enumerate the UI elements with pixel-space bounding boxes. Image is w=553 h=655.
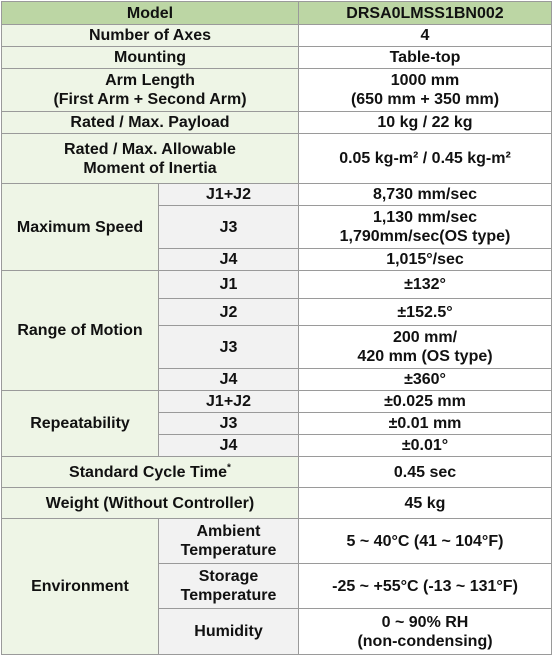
row-repeat-j1j2: Repeatability J1+J2 ±0.025 mm [1, 390, 552, 457]
value-inertia: 0.05 kg-m² / 0.45 kg-m² [298, 133, 552, 184]
label-repeatability: Repeatability [1, 390, 159, 457]
range-value: ±360° [298, 368, 552, 391]
repeat-axis: J3 [158, 412, 299, 435]
label-inertia: Rated / Max. Allowable Moment of Inertia [1, 133, 299, 184]
row-cycle-time: Standard Cycle Time* 0.45 sec [1, 456, 552, 488]
range-value: 200 mm/ 420 mm (OS type) [298, 325, 552, 369]
speed-axis: J1+J2 [158, 183, 299, 206]
value-number-of-axes: 4 [298, 24, 552, 47]
env-item-value: -25 ~ +55°C (-13 ~ 131°F) [298, 563, 552, 609]
header-row: Model DRSA0LMSS1BN002 [1, 1, 552, 25]
value-cycle-time: 0.45 sec [298, 456, 552, 488]
row-speed-j1j2: Maximum Speed J1+J2 8,730 mm/sec [1, 183, 552, 271]
env-item-value: 5 ~ 40°C (41 ~ 104°F) [298, 518, 552, 564]
value-payload: 10 kg / 22 kg [298, 111, 552, 134]
label-environment: Environment [1, 518, 159, 655]
row-speed-j3: J3 1,130 mm/sec 1,790mm/sec(OS type) [2, 205, 552, 249]
row-payload: Rated / Max. Payload 10 kg / 22 kg [1, 111, 552, 134]
label-mounting: Mounting [1, 46, 299, 69]
row-range-j3: J3 200 mm/ 420 mm (OS type) [2, 325, 552, 369]
cycle-time-text: Standard Cycle Time [69, 463, 228, 481]
env-item-name: Storage Temperature [158, 563, 299, 609]
value-arm-length: 1000 mm (650 mm + 350 mm) [298, 68, 552, 112]
speed-value: 8,730 mm/sec [298, 183, 552, 206]
repeat-axis: J4 [158, 434, 299, 457]
label-cycle-time: Standard Cycle Time* [1, 456, 299, 488]
header-model-label: Model [1, 1, 299, 25]
row-range-j2: J2 ±152.5° [2, 298, 552, 326]
label-number-of-axes: Number of Axes [1, 24, 299, 47]
row-repeat-j4: J4 ±0.01° [2, 434, 552, 457]
label-weight: Weight (Without Controller) [1, 487, 299, 519]
row-range-j1: Range of Motion J1 ±132° [1, 270, 552, 391]
row-env-humidity: Humidity 0 ~ 90% RH (non-condensing) [2, 608, 552, 655]
env-item-value: 0 ~ 90% RH (non-condensing) [298, 608, 552, 655]
row-number-of-axes: Number of Axes 4 [1, 24, 552, 47]
row-mounting: Mounting Table-top [1, 46, 552, 69]
row-speed-j4: J4 1,015°/sec [2, 248, 552, 271]
range-axis: J4 [158, 368, 299, 391]
row-range-j4: J4 ±360° [2, 368, 552, 391]
range-axis: J2 [158, 298, 299, 326]
repeat-axis: J1+J2 [158, 390, 299, 413]
row-arm-length: Arm Length (First Arm + Second Arm) 1000… [1, 68, 552, 112]
env-item-name: Ambient Temperature [158, 518, 299, 564]
range-value: ±132° [298, 270, 552, 299]
speed-axis: J3 [158, 205, 299, 249]
repeat-value: ±0.01 mm [298, 412, 552, 435]
repeat-value: ±0.025 mm [298, 390, 552, 413]
row-inertia: Rated / Max. Allowable Moment of Inertia… [1, 133, 552, 184]
label-arm-length: Arm Length (First Arm + Second Arm) [1, 68, 299, 112]
label-maximum-speed: Maximum Speed [1, 183, 159, 271]
row-repeat-j3: J3 ±0.01 mm [2, 412, 552, 435]
speed-axis: J4 [158, 248, 299, 271]
header-model-value: DRSA0LMSS1BN002 [298, 1, 552, 25]
row-env-ambient: Environment Ambient Temperature 5 ~ 40°C… [1, 518, 552, 655]
value-weight: 45 kg [298, 487, 552, 519]
row-weight: Weight (Without Controller) 45 kg [1, 487, 552, 519]
label-payload: Rated / Max. Payload [1, 111, 299, 134]
footnote-mark: * [227, 462, 231, 474]
range-axis: J3 [158, 325, 299, 369]
value-mounting: Table-top [298, 46, 552, 69]
env-item-name: Humidity [158, 608, 299, 655]
speed-value: 1,015°/sec [298, 248, 552, 271]
range-axis: J1 [158, 270, 299, 299]
range-value: ±152.5° [298, 298, 552, 326]
speed-value: 1,130 mm/sec 1,790mm/sec(OS type) [298, 205, 552, 249]
label-range-of-motion: Range of Motion [1, 270, 159, 391]
repeat-value: ±0.01° [298, 434, 552, 457]
